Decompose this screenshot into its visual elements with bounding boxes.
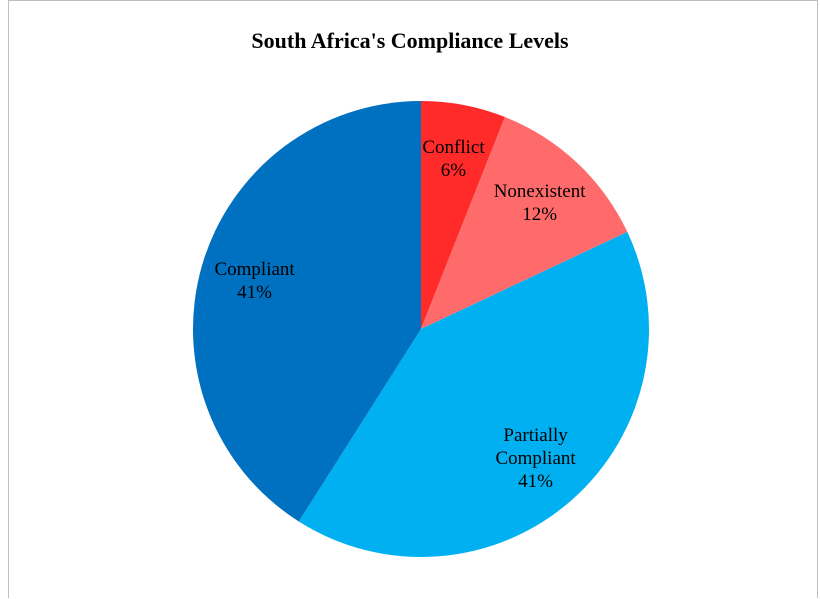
data-label: Partially Compliant 41% [471,424,601,493]
slice-value: 6% [440,159,467,181]
slice-value: 41% [237,281,272,303]
slice-name: Compliant [214,258,295,280]
data-label: Conflict 6% [388,136,518,182]
slice-name: Nonexistent [493,180,586,202]
pie-slice [421,101,505,329]
chart-title: South Africa's Compliance Levels [251,28,569,53]
slice-value: 12% [522,203,558,225]
slice-name: Partially Compliant [495,425,576,470]
pie-slice [421,117,628,330]
slice-name: Conflict [422,136,485,158]
pie-slice [193,101,421,522]
chart-frame [8,0,818,598]
data-label: Nonexistent 12% [475,180,605,226]
slice-value: 41% [518,471,553,493]
data-label: Compliant 41% [190,258,320,304]
pie-slice [298,231,650,558]
